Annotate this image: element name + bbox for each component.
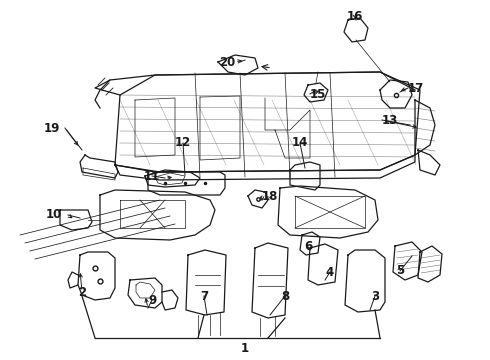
- Text: 11: 11: [144, 170, 160, 183]
- Text: 9: 9: [148, 293, 156, 306]
- Text: 10: 10: [46, 208, 62, 221]
- Text: 1: 1: [241, 342, 249, 355]
- Text: 19: 19: [44, 122, 60, 135]
- Text: 4: 4: [326, 266, 334, 279]
- Text: 15: 15: [310, 87, 326, 100]
- Text: 20: 20: [219, 55, 235, 68]
- Text: 3: 3: [371, 289, 379, 302]
- Text: 17: 17: [408, 81, 424, 94]
- Text: 14: 14: [292, 136, 308, 149]
- Text: 7: 7: [200, 289, 208, 302]
- Text: 6: 6: [304, 240, 312, 253]
- Text: 5: 5: [396, 265, 404, 278]
- Text: 16: 16: [347, 9, 363, 22]
- Text: 8: 8: [281, 289, 289, 302]
- Text: 18: 18: [262, 189, 278, 202]
- Text: 12: 12: [175, 136, 191, 149]
- Text: 13: 13: [382, 113, 398, 126]
- Text: 2: 2: [78, 285, 86, 298]
